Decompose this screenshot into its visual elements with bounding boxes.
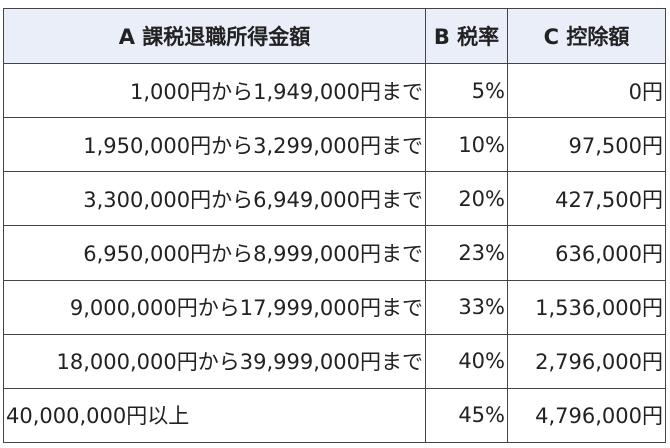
header-cell: A 課税退職所得金額	[3, 8, 426, 64]
header-cell: B 税率	[425, 8, 508, 64]
table-cell: 23%	[425, 225, 508, 281]
table-cell: 1,536,000円	[507, 279, 666, 335]
table-cell: 636,000円	[507, 225, 666, 281]
table-body: 1,000円から1,949,000円まで 5% 0円 1,950,000円から3,29…	[3, 62, 666, 444]
table-cell: 1,950,000円から3,299,000円まで	[3, 117, 426, 173]
table-cell: 427,500円	[507, 171, 666, 227]
table-row: 3,300,000円から6,949,000円まで 20% 427,500円	[3, 171, 666, 227]
table-cell: 0円	[507, 62, 666, 119]
table-cell: 4,796,000円	[507, 387, 666, 444]
header-row: A 課税退職所得金額 B 税率 C 控除額	[3, 8, 666, 64]
table-cell: 20%	[425, 171, 508, 227]
table-cell: 9,000,000円から17,999,000円まで	[3, 279, 426, 335]
table-cell: 1,000円から1,949,000円まで	[3, 62, 426, 119]
table-row: 40,000,000円以上 45% 4,796,000円	[3, 387, 666, 444]
tax-table: A 課税退職所得金額 B 税率 C 控除額 1,000円から1,949,000円まで…	[3, 8, 666, 444]
table-cell: 10%	[425, 117, 508, 173]
table-row: 6,950,000円から8,999,000円まで 23% 636,000円	[3, 225, 666, 281]
table-cell: 2,796,000円	[507, 333, 666, 389]
table-row: 9,000,000円から17,999,000円まで 33% 1,536,000円	[3, 279, 666, 335]
table-cell: 3,300,000円から6,949,000円まで	[3, 171, 426, 227]
table-cell: 33%	[425, 279, 508, 335]
table-cell: 97,500円	[507, 117, 666, 173]
header-cell: C 控除額	[507, 8, 666, 64]
table-row: 1,000円から1,949,000円まで 5% 0円	[3, 62, 666, 119]
table-cell: 45%	[425, 387, 508, 444]
table-cell: 40%	[425, 333, 508, 389]
table-row: 18,000,000円から39,999,000円まで 40% 2,796,000円	[3, 333, 666, 389]
table-cell: 6,950,000円から8,999,000円まで	[3, 225, 426, 281]
table-cell: 18,000,000円から39,999,000円まで	[3, 333, 426, 389]
table-cell: 40,000,000円以上	[3, 387, 426, 444]
table-header: A 課税退職所得金額 B 税率 C 控除額	[3, 8, 666, 64]
table-cell: 5%	[425, 62, 508, 119]
table-row: 1,950,000円から3,299,000円まで 10% 97,500円	[3, 117, 666, 173]
